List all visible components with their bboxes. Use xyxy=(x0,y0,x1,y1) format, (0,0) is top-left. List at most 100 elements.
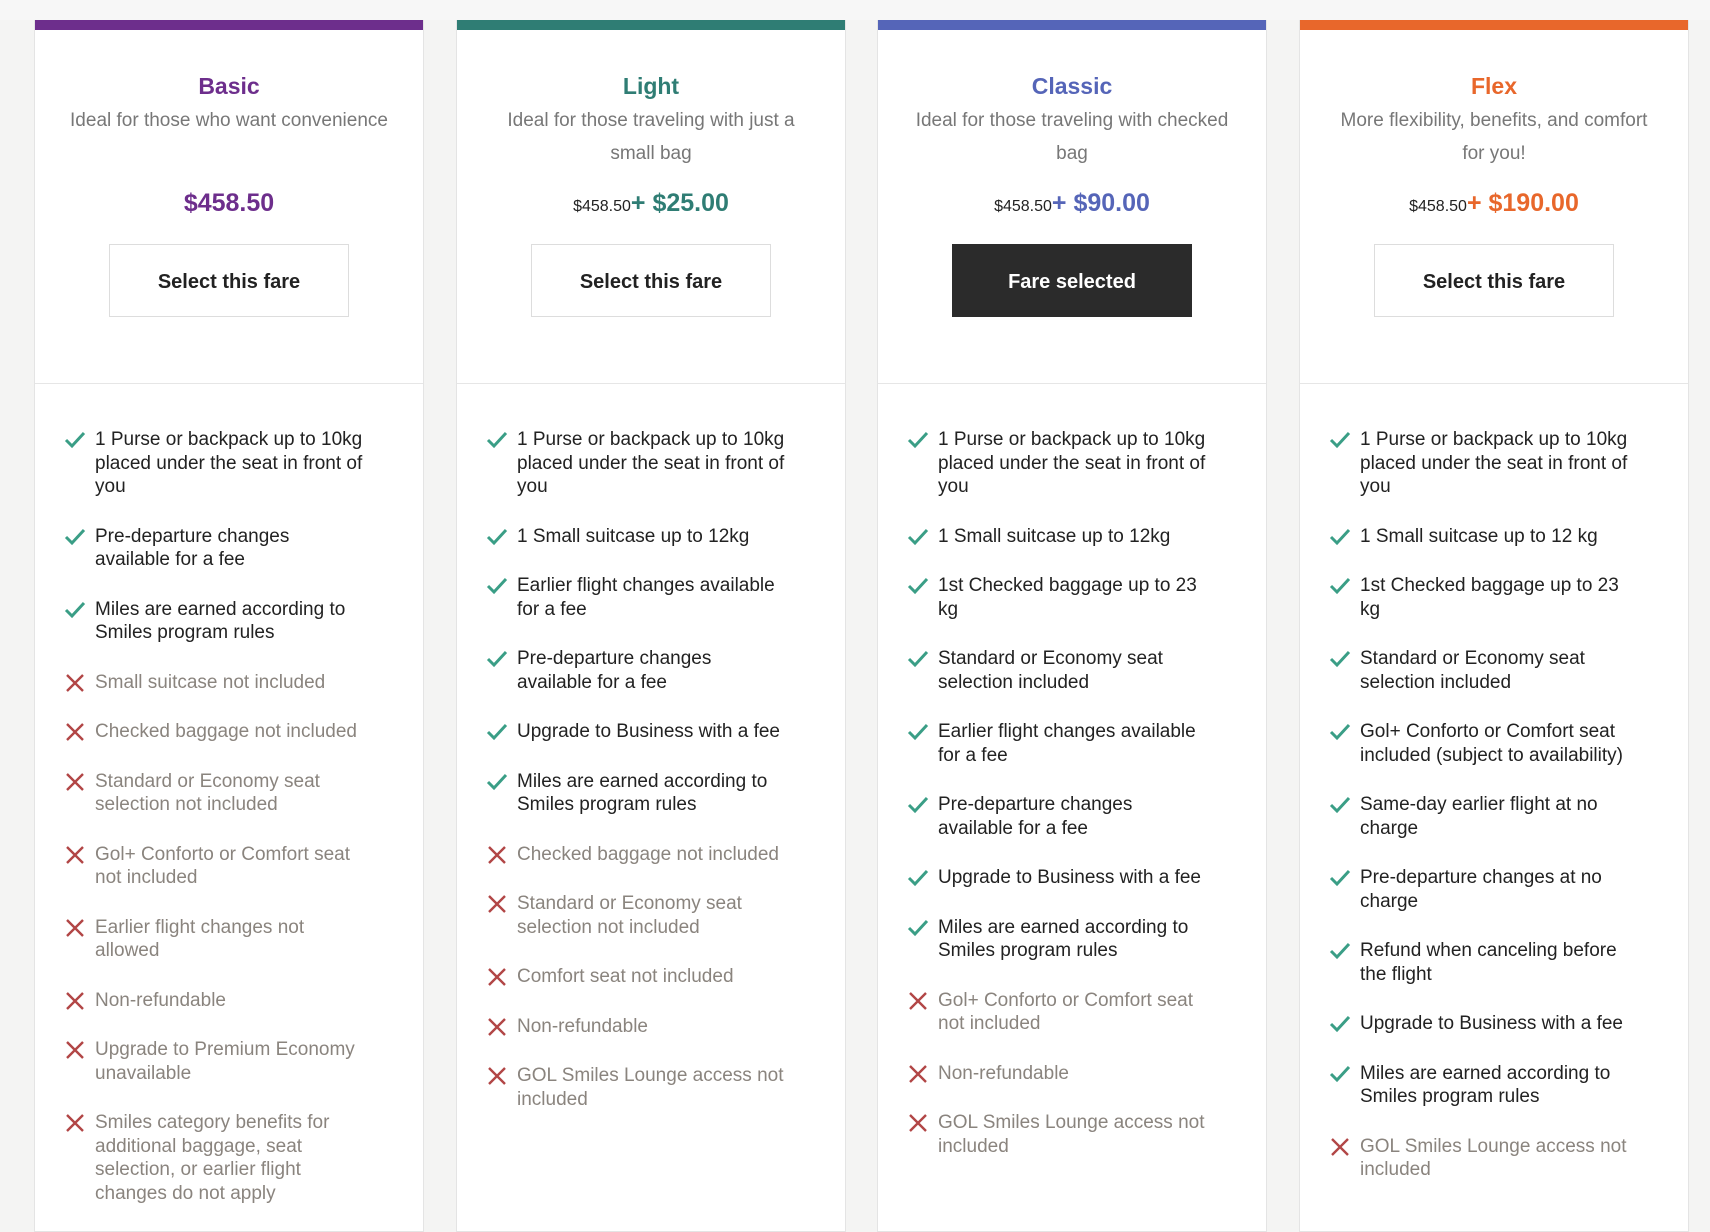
cross-icon xyxy=(488,895,506,913)
feature-item: Checked baggage not included xyxy=(457,843,787,867)
feature-text: Checked baggage not included xyxy=(95,721,357,742)
check-icon xyxy=(1329,942,1351,960)
feature-text: 1 Purse or backpack up to 10kg placed un… xyxy=(938,429,1206,497)
select-fare-button[interactable]: Select this fare xyxy=(1374,244,1614,317)
feature-item: Standard or Economy seat selection not i… xyxy=(35,770,365,817)
feature-text: Standard or Economy seat selection not i… xyxy=(95,770,320,816)
feature-item: 1st Checked baggage up to 23 kg xyxy=(878,574,1208,621)
feature-text: Standard or Economy seat selection inclu… xyxy=(1360,648,1585,693)
cross-icon xyxy=(66,1041,84,1059)
feature-text: 1 Purse or backpack up to 10kg placed un… xyxy=(1360,429,1628,497)
feature-item: Gol+ Conforto or Comfort seat not includ… xyxy=(878,989,1208,1036)
feature-item: 1 Purse or backpack up to 10kg placed un… xyxy=(1300,428,1630,499)
feature-item: Pre-departure changes available for a fe… xyxy=(457,647,787,694)
fare-description: Ideal for those traveling with just a sm… xyxy=(507,110,795,164)
feature-text: GOL Smiles Lounge access not included xyxy=(1360,1135,1627,1181)
select-fare-button[interactable]: Select this fare xyxy=(531,244,771,317)
fare-header: Basic Ideal for those who want convenienc… xyxy=(35,30,423,384)
feature-item: Comfort seat not included xyxy=(457,965,787,989)
feature-item: Upgrade to Premium Economy unavailable xyxy=(35,1038,365,1085)
check-icon xyxy=(907,577,929,595)
feature-text: Earlier flight changes available for a f… xyxy=(938,721,1196,766)
check-icon xyxy=(486,577,508,595)
fare-name: Basic xyxy=(198,73,260,99)
feature-item: Small suitcase not included xyxy=(35,671,365,695)
feature-text: Upgrade to Business with a fee xyxy=(938,867,1201,888)
select-fare-button[interactable]: Fare selected xyxy=(952,244,1192,317)
feature-item: 1 Purse or backpack up to 10kg placed un… xyxy=(878,428,1208,499)
feature-text: Earlier flight changes available for a f… xyxy=(517,575,775,620)
feature-text: Miles are earned according to Smiles pro… xyxy=(517,770,768,816)
cross-icon xyxy=(66,1114,84,1132)
feature-item: Non-refundable xyxy=(878,1062,1208,1086)
fare-name: Flex xyxy=(1470,73,1518,99)
feature-text: Comfort seat not included xyxy=(517,966,734,987)
price-row: $458.50+ $90.00 xyxy=(878,180,1266,226)
cross-icon xyxy=(488,1017,506,1036)
cross-icon xyxy=(909,991,927,1010)
feature-text: Checked baggage not included xyxy=(517,843,779,865)
cross-icon xyxy=(488,845,506,864)
cross-icon xyxy=(1331,1137,1349,1156)
feature-text: Gol+ Conforto or Comfort seat included (… xyxy=(1360,721,1623,766)
feature-list: 1 Purse or backpack up to 10kg placed un… xyxy=(457,384,845,1111)
feature-text: Miles are earned according to Smiles pro… xyxy=(1360,1062,1611,1108)
feature-item: Same-day earlier flight at no charge xyxy=(1300,793,1630,840)
check-icon xyxy=(486,650,508,668)
feature-text: Pre-departure changes available for a fe… xyxy=(938,794,1133,839)
feature-item: GOL Smiles Lounge access not included xyxy=(457,1064,787,1111)
feature-item: Refund when canceling before the flight xyxy=(1300,939,1630,986)
top-strip xyxy=(0,0,1710,20)
feature-text: Standard or Economy seat selection not i… xyxy=(517,893,742,938)
feature-text: Refund when canceling before the flight xyxy=(1360,940,1617,985)
feature-item: Earlier flight changes available for a f… xyxy=(878,720,1208,767)
select-fare-button[interactable]: Select this fare xyxy=(109,244,349,317)
fare-price: + $190.00 xyxy=(1466,189,1579,217)
feature-item: Standard or Economy seat selection not i… xyxy=(457,892,787,939)
feature-item: Earlier flight changes available for a f… xyxy=(457,574,787,621)
fare-card: Light Ideal for those traveling with just… xyxy=(456,20,846,1232)
color-bar xyxy=(1300,20,1688,30)
feature-item: Pre-departure changes available for a fe… xyxy=(878,793,1208,840)
cross-icon xyxy=(488,968,506,986)
feature-text: 1 Small suitcase up to 12kg xyxy=(938,525,1171,547)
fare-card: Classic Ideal for those traveling with ch… xyxy=(877,20,1267,1232)
cross-icon xyxy=(66,673,84,692)
feature-list: 1 Purse or backpack up to 10kg placed un… xyxy=(878,384,1266,1158)
feature-text: 1st Checked baggage up to 23 kg xyxy=(1360,575,1619,620)
fare-header: Flex More flexibility, benefits, and comf… xyxy=(1300,30,1688,384)
feature-item: Upgrade to Business with a fee xyxy=(457,720,787,744)
feature-item: Upgrade to Business with a fee xyxy=(1300,1012,1630,1036)
feature-text: Upgrade to Premium Economy unavailable xyxy=(95,1039,355,1084)
feature-text: Gol+ Conforto or Comfort seat not includ… xyxy=(938,989,1194,1035)
feature-item: Miles are earned according to Smiles pro… xyxy=(35,598,365,645)
cross-icon xyxy=(909,1064,927,1083)
feature-item: 1 Purse or backpack up to 10kg placed un… xyxy=(457,428,787,499)
feature-text: Non-refundable xyxy=(517,1015,648,1037)
cross-icon xyxy=(909,1114,927,1132)
feature-text: 1st Checked baggage up to 23 kg xyxy=(938,575,1197,620)
feature-text: Standard or Economy seat selection inclu… xyxy=(938,648,1163,693)
fare-price: + $90.00 xyxy=(1051,189,1150,217)
feature-text: Pre-departure changes at no charge xyxy=(1360,867,1602,912)
feature-list: 1 Purse or backpack up to 10kg placed un… xyxy=(35,384,423,1205)
check-icon xyxy=(64,528,86,545)
feature-item: Miles are earned according to Smiles pro… xyxy=(1300,1062,1630,1109)
check-icon xyxy=(1329,528,1351,545)
feature-text: Upgrade to Business with a fee xyxy=(1360,1013,1623,1034)
feature-item: Earlier flight changes not allowed xyxy=(35,916,365,963)
check-icon xyxy=(1329,723,1351,741)
check-icon xyxy=(907,431,929,449)
feature-text: Same-day earlier flight at no charge xyxy=(1360,794,1598,839)
check-icon xyxy=(907,919,929,936)
check-icon xyxy=(486,431,508,449)
check-icon xyxy=(1329,431,1351,449)
feature-item: Gol+ Conforto or Comfort seat not includ… xyxy=(35,843,365,890)
feature-item: Pre-departure changes at no charge xyxy=(1300,866,1630,913)
base-price: $458.50 xyxy=(994,198,1052,215)
feature-text: 1 Small suitcase up to 12 kg xyxy=(1360,525,1598,547)
fare-card: Basic Ideal for those who want convenienc… xyxy=(34,20,424,1232)
fare-header: Light Ideal for those traveling with just… xyxy=(457,30,845,384)
fare-price: $458.50 xyxy=(183,189,275,217)
